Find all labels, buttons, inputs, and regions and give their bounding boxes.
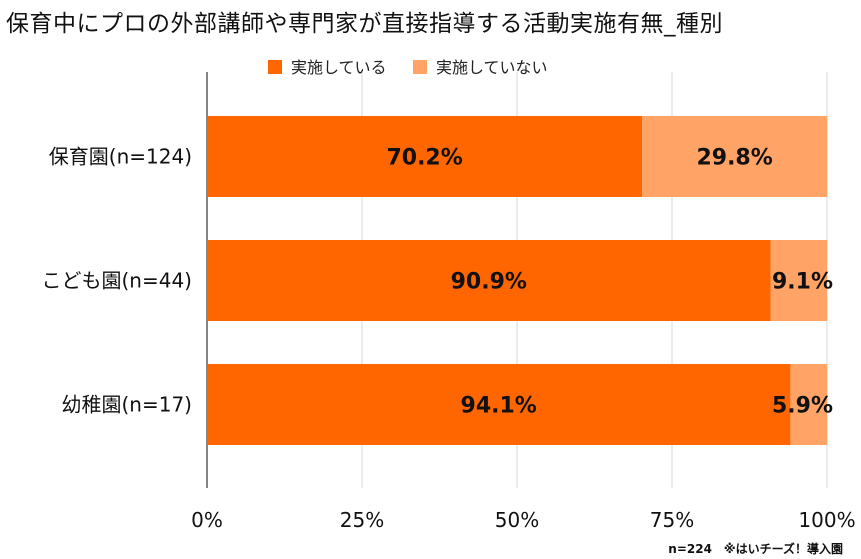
x-tick-label: 75% bbox=[650, 508, 694, 532]
data-label: 94.1% bbox=[461, 394, 537, 419]
bar-segment bbox=[207, 240, 771, 321]
bar-segment bbox=[207, 116, 643, 197]
category-label: こども園(n=44) bbox=[42, 269, 193, 293]
x-tick-label: 25% bbox=[340, 508, 384, 532]
legend-swatch-1 bbox=[413, 60, 427, 74]
x-tick-label: 50% bbox=[495, 508, 539, 532]
data-label: 5.9% bbox=[772, 394, 833, 419]
category-label: 幼稚園(n=17) bbox=[62, 393, 193, 417]
bar-segment bbox=[207, 364, 791, 445]
legend-swatch-0 bbox=[268, 60, 282, 74]
legend-label-1: 実施していない bbox=[436, 58, 548, 77]
data-label: 9.1% bbox=[772, 270, 833, 295]
bar-segment bbox=[642, 116, 827, 197]
bar-segment bbox=[790, 364, 827, 445]
data-label: 29.8% bbox=[696, 146, 772, 171]
x-tick-label: 100% bbox=[798, 508, 855, 532]
x-tick-label: 0% bbox=[191, 508, 223, 532]
data-label: 70.2% bbox=[386, 146, 462, 171]
chart-title: 保育中にプロの外部講師や専門家が直接指導する活動実施有無_種別 bbox=[6, 11, 723, 37]
legend-label-0: 実施している bbox=[291, 58, 387, 77]
category-label: 保育園(n=124) bbox=[49, 145, 192, 169]
bar-segment bbox=[770, 240, 827, 321]
footnote: n=224 ※はいチーズ！導入園 bbox=[668, 542, 843, 556]
data-label: 90.9% bbox=[451, 270, 527, 295]
